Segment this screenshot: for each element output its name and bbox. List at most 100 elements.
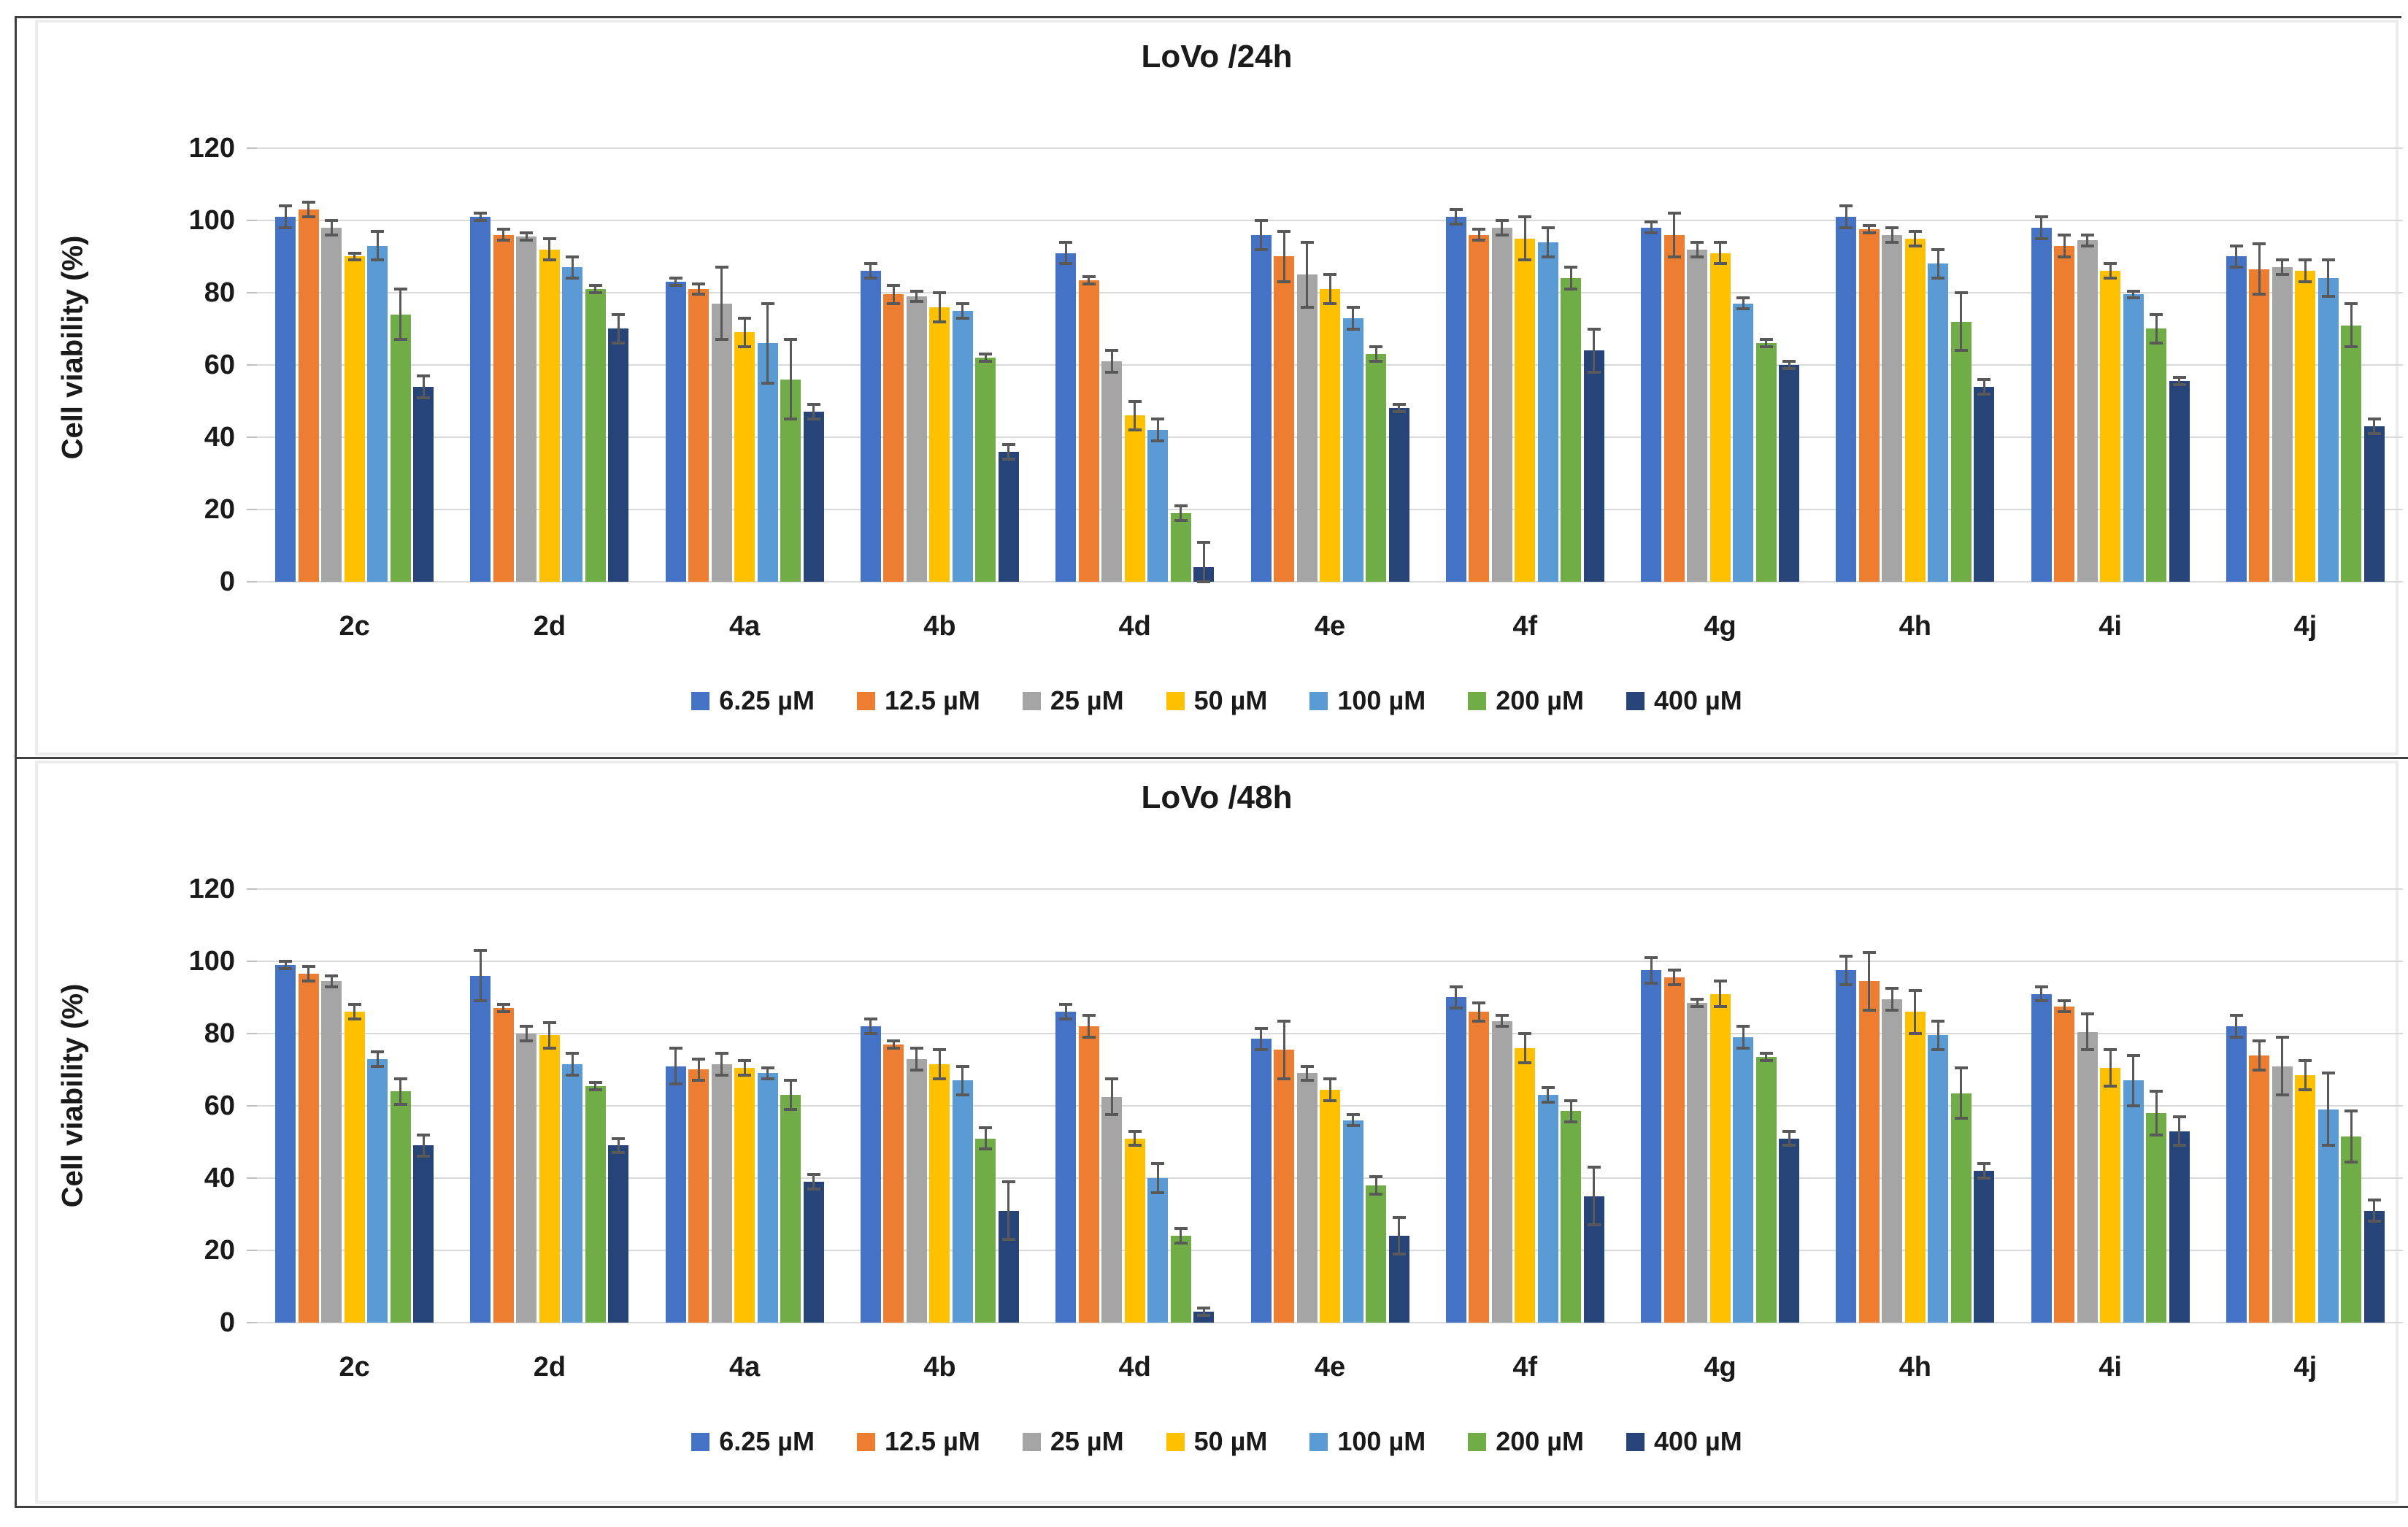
error-bar — [422, 1134, 425, 1157]
error-bar-cap — [2150, 312, 2163, 316]
bar-4f-400µM — [1583, 350, 1604, 582]
error-bar-cap — [1645, 231, 1658, 235]
bar-4e-50µM — [1320, 289, 1340, 582]
error-bar — [1455, 986, 1458, 1009]
bar-4e-6.25µM — [1250, 235, 1272, 582]
error-bar-cap — [1931, 1048, 1945, 1052]
error-bar — [2086, 234, 2089, 246]
error-bar — [789, 1080, 792, 1109]
error-bar-cap — [2150, 1090, 2163, 1093]
bar-4h-400µM — [1974, 387, 1995, 582]
error-bar-cap — [325, 974, 339, 977]
error-bar-cap — [1839, 983, 1853, 987]
error-bar — [2304, 260, 2307, 282]
error-bar-cap — [2126, 1053, 2140, 1057]
bar-2d-25µM — [516, 236, 537, 582]
bar-4a-12.5µM — [688, 1069, 709, 1323]
bar-4i-6.25µM — [2031, 228, 2052, 582]
bar-4j-25µM — [2272, 1066, 2293, 1323]
legend-swatch-icon — [1166, 1432, 1185, 1451]
legend-swatch-icon — [857, 1432, 876, 1451]
x-category-label-4g: 4g — [1704, 1352, 1736, 1382]
error-bar-cap — [2172, 376, 2186, 380]
legend-item: 25 µM — [1022, 1426, 1124, 1457]
bar-4g-200µM — [1755, 343, 1777, 582]
error-bar-cap — [1782, 360, 1796, 364]
error-bar — [1936, 249, 1939, 279]
error-bar — [353, 1004, 356, 1020]
error-bar-cap — [933, 1048, 947, 1052]
bar-4g-200µM — [1755, 1057, 1777, 1323]
error-bar-cap — [1667, 212, 1681, 215]
bar-4e-25µM — [1296, 274, 1318, 582]
error-bar — [1352, 307, 1354, 329]
error-bar-cap — [1151, 1162, 1165, 1166]
error-bar-cap — [371, 1064, 385, 1068]
legend-label: 12.5 µM — [885, 1426, 980, 1456]
error-bar-cap — [1518, 1032, 1532, 1035]
error-bar-cap — [417, 374, 431, 377]
bar-4j-6.25µM — [2226, 1026, 2247, 1323]
error-bar-cap — [474, 999, 488, 1003]
error-bar-cap — [2299, 258, 2312, 262]
legend-swatch-icon — [1468, 1432, 1487, 1451]
error-bar-cap — [2299, 1088, 2312, 1091]
error-bar-cap — [1645, 220, 1658, 224]
error-bar-cap — [371, 1050, 385, 1053]
bar-4b-200µM — [975, 1139, 996, 1323]
bar-4j-25µM — [2272, 267, 2293, 582]
error-bar-cap — [474, 212, 488, 215]
error-bar-cap — [2126, 289, 2140, 293]
bar-4j-400µM — [2363, 426, 2385, 582]
error-bar-cap — [784, 338, 798, 342]
error-bar-cap — [909, 300, 923, 304]
error-bar — [1501, 1015, 1504, 1027]
error-bar-cap — [1736, 1046, 1750, 1050]
error-bar-cap — [1782, 1144, 1796, 1147]
error-bar — [1673, 970, 1676, 985]
bar-4a-6.25µM — [665, 282, 686, 582]
error-bar — [479, 213, 482, 220]
error-bar-cap — [1862, 231, 1876, 235]
bar-4i-100µM — [2123, 294, 2144, 582]
error-bar — [479, 950, 482, 1001]
error-bar-cap — [1346, 1124, 1360, 1128]
error-bar-cap — [2104, 262, 2117, 266]
x-category-label-4e: 4e — [1314, 611, 1346, 642]
error-bar-cap — [1392, 1216, 1406, 1220]
bar-4a-400µM — [803, 412, 824, 582]
error-bar — [594, 1082, 597, 1090]
error-bar-cap — [1105, 1077, 1119, 1080]
bar-4h-50µM — [1904, 1012, 1926, 1323]
error-bar-cap — [588, 1080, 602, 1084]
error-bar-cap — [588, 1088, 602, 1091]
bar-4g-12.5µM — [1663, 235, 1685, 582]
error-bar-cap — [1449, 222, 1463, 226]
error-bar-cap — [807, 418, 820, 421]
error-bar-cap — [347, 1018, 361, 1021]
bar-4h-200µM — [1950, 322, 1972, 582]
bar-4j-50µM — [2295, 1075, 2316, 1323]
bar-4h-12.5µM — [1858, 229, 1880, 582]
error-bar-cap — [2034, 985, 2048, 988]
error-bar — [2304, 1061, 2307, 1090]
error-bar-cap — [909, 1068, 923, 1072]
gridline — [257, 888, 2403, 890]
legend-swatch-icon — [1022, 1432, 1041, 1451]
bar-4g-400µM — [1779, 365, 1800, 582]
error-bar — [594, 285, 597, 293]
bar-4f-12.5µM — [1469, 235, 1490, 582]
error-bar — [1088, 276, 1090, 284]
error-bar — [2235, 245, 2238, 268]
bar-4g-12.5µM — [1663, 977, 1685, 1323]
error-bar-cap — [566, 1073, 580, 1077]
error-bar-cap — [301, 215, 315, 219]
error-bar-cap — [1449, 208, 1463, 212]
error-bar — [1765, 339, 1768, 347]
error-bar-cap — [347, 251, 361, 255]
error-bar-cap — [279, 204, 293, 208]
error-bar — [1593, 1167, 1596, 1226]
legend-item: 200 µM — [1468, 1426, 1584, 1457]
legend-label: 100 µM — [1337, 1426, 1426, 1456]
error-bar-cap — [2344, 1160, 2358, 1163]
